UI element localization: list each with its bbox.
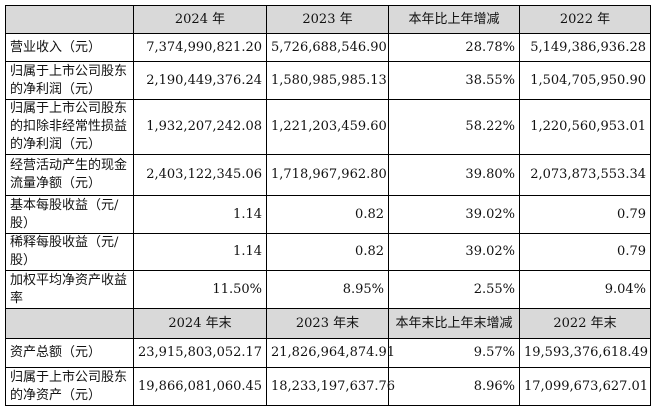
header-cell: [5, 5, 134, 34]
value-cell: 2.55%: [388, 270, 520, 309]
header-cell: 2024 年末: [133, 308, 267, 339]
value-cell: 8.95%: [266, 270, 389, 309]
header-cell: 2024 年: [133, 5, 267, 34]
value-cell: 19,593,376,618.49: [519, 338, 651, 368]
row-label: 归属于上市公司股东的扣除非经常性损益的净利润（元）: [5, 99, 134, 155]
data-row: 稀释每股收益（元/股） 1.14 0.82 39.02% 0.79: [5, 233, 651, 271]
row-label: 基本每股收益（元/股）: [5, 195, 134, 234]
row-label: 归属于上市公司股东的净利润（元）: [5, 61, 134, 100]
value-cell: 1,221,203,459.60: [266, 99, 389, 155]
data-row: 营业收入（元） 7,374,990,821.20 5,726,688,546.90 2…: [5, 33, 651, 62]
header-cell: 2022 年: [519, 5, 651, 34]
value-cell: 2,073,873,553.34: [519, 154, 651, 196]
value-cell: 21,826,964,874.91: [266, 338, 395, 368]
value-cell: 8.96%: [388, 367, 520, 406]
value-cell: 1,718,967,962.80: [266, 154, 389, 196]
header-cell: 本年末比上年末增减: [388, 308, 520, 339]
value-cell: 0.82: [266, 195, 389, 234]
value-cell: 2,403,122,345.06: [133, 154, 267, 196]
data-row: 基本每股收益（元/股） 1.14 0.82 39.02% 0.79: [5, 195, 651, 234]
value-cell: 9.57%: [388, 338, 520, 368]
financial-table: 2024 年 2023 年本年比上年增减 2022 年营业收入（元） 7,374,99…: [5, 5, 651, 406]
row-label: 经营活动产生的现金流量净额（元）: [5, 154, 134, 196]
header-row: 2024 年末 2023 年末 本年末比上年末增减 2022 年末: [5, 308, 651, 339]
value-cell: 38.55%: [388, 61, 520, 100]
value-cell: 1.14: [133, 195, 267, 234]
value-cell: 9.04%: [519, 270, 651, 309]
data-row: 归属于上市公司股东的净资产（元） 19,866,081,060.45 18,233,…: [5, 367, 651, 406]
value-cell: 1,504,705,950.90: [519, 61, 651, 100]
value-cell: 17,099,673,627.01: [519, 367, 651, 406]
value-cell: 23,915,803,052.17: [133, 338, 267, 368]
value-cell: 19,866,081,060.45: [133, 367, 267, 406]
value-cell: 39.02%: [388, 233, 520, 271]
header-cell: 2022 年末: [519, 308, 651, 339]
value-cell: 39.02%: [388, 195, 520, 234]
value-cell: 0.79: [519, 195, 651, 234]
value-cell: 2,190,449,376.24: [133, 61, 267, 100]
value-cell: 18,233,197,637.76: [266, 367, 395, 406]
value-cell: 58.22%: [388, 99, 520, 155]
header-cell: [5, 308, 134, 339]
value-cell: 0.82: [266, 233, 389, 271]
value-cell: 1.14: [133, 233, 267, 271]
value-cell: 1,220,560,953.01: [519, 99, 651, 155]
value-cell: 1,580,985,985.13: [266, 61, 389, 100]
value-cell: 11.50%: [133, 270, 267, 309]
data-row: 经营活动产生的现金流量净额（元） 2,403,122,345.06 1,718,96…: [5, 154, 651, 196]
value-cell: 5,149,386,936.28: [519, 33, 651, 62]
header-cell: 2023 年末: [266, 308, 389, 339]
data-row: 归属于上市公司股东的净利润（元） 2,190,449,376.24 1,580,98…: [5, 61, 651, 100]
data-row: 加权平均净资产收益率 11.50% 8.95% 2.55% 9.04%: [5, 270, 651, 309]
data-row: 归属于上市公司股东的扣除非经常性损益的净利润（元） 1,932,207,242.0…: [5, 99, 651, 155]
row-label: 营业收入（元）: [5, 33, 134, 62]
header-cell: 2023 年: [266, 5, 389, 34]
header-row: 2024 年 2023 年本年比上年增减 2022 年: [5, 5, 651, 34]
value-cell: 28.78%: [388, 33, 520, 62]
row-label: 稀释每股收益（元/股）: [5, 233, 134, 271]
header-cell: 本年比上年增减: [388, 5, 520, 34]
value-cell: 0.79: [519, 233, 651, 271]
value-cell: 7,374,990,821.20: [133, 33, 267, 62]
row-label: 资产总额（元）: [5, 338, 134, 368]
row-label: 加权平均净资产收益率: [5, 270, 134, 309]
value-cell: 39.80%: [388, 154, 520, 196]
value-cell: 5,726,688,546.90: [266, 33, 389, 62]
value-cell: 1,932,207,242.08: [133, 99, 267, 155]
data-row: 资产总额（元） 23,915,803,052.17 21,826,964,874.9…: [5, 338, 651, 368]
row-label: 归属于上市公司股东的净资产（元）: [5, 367, 134, 406]
